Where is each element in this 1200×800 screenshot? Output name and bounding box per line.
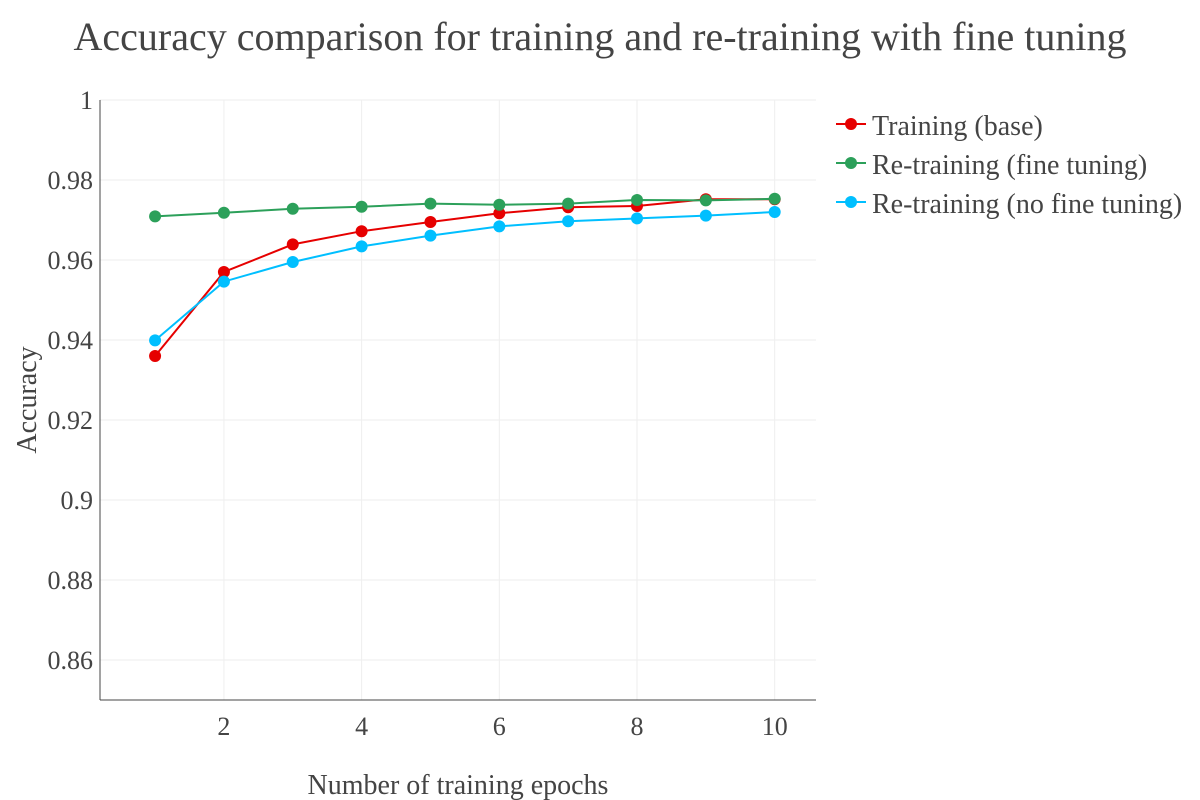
data-point-re-training-fine-tuning [562, 197, 575, 210]
x-tick-label: 2 [217, 712, 230, 741]
data-point-re-training-fine-tuning [768, 192, 781, 205]
series-line-re-training-fine-tuning [155, 197, 775, 218]
x-tick-label: 8 [631, 712, 644, 741]
legend-item-re-training-no-fine-tuning: Re-training (no fine tuning) [836, 189, 1182, 220]
data-point-re-training-no-fine-tuning [699, 209, 712, 222]
legend-swatch-marker [845, 118, 857, 130]
data-point-re-training-fine-tuning [355, 200, 368, 213]
data-point-re-training-no-fine-tuning [631, 212, 643, 225]
series-line-training-base [154, 198, 775, 357]
data-point-training-base [424, 216, 437, 228]
data-series [149, 192, 781, 362]
data-point-re-training-no-fine-tuning [355, 240, 368, 253]
legend-label: Re-training (no fine tuning) [872, 189, 1182, 220]
series-re-training-fine-tuning [149, 192, 781, 223]
x-tick-labels: 2 4 6 8 10 [217, 712, 787, 741]
data-point-training-base [217, 266, 230, 278]
series-re-training-no-fine-tuning [149, 206, 781, 347]
data-point-re-training-fine-tuning [217, 206, 230, 219]
y-tick-label: 0.92 [48, 406, 94, 435]
chart-title: Accuracy comparison for training and re-… [74, 14, 1127, 59]
data-point-training-base [149, 350, 162, 362]
y-tick-label: 0.9 [61, 486, 94, 515]
data-point-re-training-fine-tuning [631, 194, 643, 206]
x-tick-label: 10 [762, 712, 788, 741]
legend-item-training-base: Training (base) [836, 111, 1043, 142]
legend: Training (base) Re-training (fine tuning)… [836, 111, 1182, 220]
data-point-training-base [493, 207, 506, 220]
legend-label: Re-training (fine tuning) [872, 150, 1147, 181]
data-point-re-training-no-fine-tuning [768, 206, 781, 218]
y-tick-label: 0.88 [48, 566, 94, 595]
legend-item-re-training-fine-tuning: Re-training (fine tuning) [836, 150, 1147, 181]
y-tick-label: 0.86 [48, 646, 94, 675]
data-point-re-training-fine-tuning [493, 198, 506, 211]
x-tick-label: 4 [355, 712, 368, 741]
data-point-re-training-no-fine-tuning [149, 334, 162, 347]
grid-lines [100, 99, 816, 700]
y-tick-label: 0.94 [48, 326, 94, 355]
data-point-re-training-no-fine-tuning [493, 220, 506, 233]
axes [99, 100, 816, 701]
y-axis-title: Accuracy [12, 346, 43, 453]
y-tick-label: 0.98 [48, 166, 94, 195]
data-point-re-training-fine-tuning [149, 210, 162, 223]
legend-label: Training (base) [872, 111, 1043, 142]
y-tick-labels: 0.86 0.88 0.9 0.92 0.94 0.96 0.98 1 [48, 86, 94, 675]
data-point-training-base [286, 238, 299, 251]
data-point-re-training-no-fine-tuning [286, 256, 299, 268]
data-point-re-training-no-fine-tuning [562, 215, 575, 228]
y-tick-label: 1 [80, 86, 93, 115]
legend-swatch-marker [845, 196, 857, 208]
data-point-re-training-fine-tuning [286, 202, 299, 215]
y-tick-label: 0.96 [48, 246, 94, 275]
data-point-re-training-fine-tuning [424, 197, 437, 210]
data-point-re-training-fine-tuning [699, 194, 712, 207]
series-line-re-training-no-fine-tuning [154, 211, 775, 342]
data-point-training-base [355, 225, 368, 238]
data-point-re-training-no-fine-tuning [424, 229, 437, 242]
x-axis-title: Number of training epochs [308, 770, 609, 800]
data-point-re-training-no-fine-tuning [217, 275, 230, 288]
legend-swatch-marker [845, 157, 857, 169]
series-training-base [149, 193, 781, 362]
x-tick-label: 6 [493, 712, 506, 741]
